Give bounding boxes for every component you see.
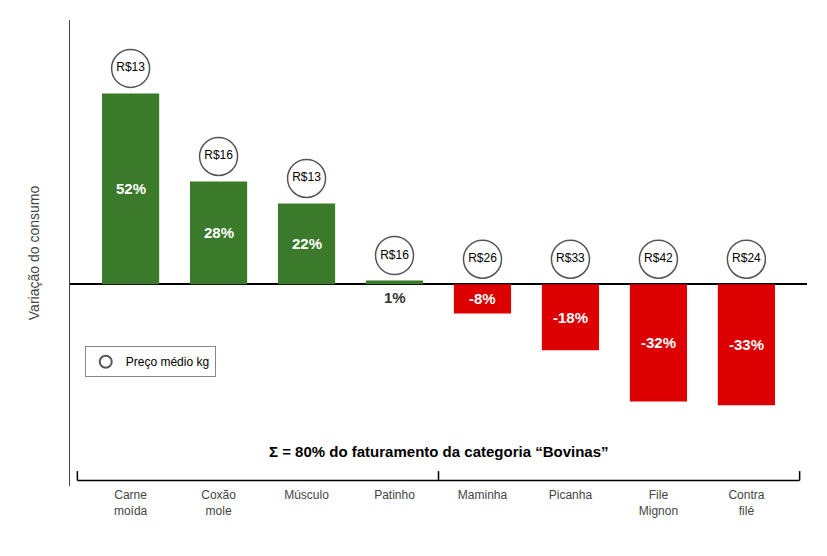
svg-text:R$42: R$42 xyxy=(644,251,673,265)
svg-text:Picanha: Picanha xyxy=(549,488,593,502)
svg-text:22%: 22% xyxy=(292,235,322,252)
svg-text:Contrafilé: Contrafilé xyxy=(728,488,764,518)
svg-text:R$24: R$24 xyxy=(732,251,761,265)
svg-text:-8%: -8% xyxy=(469,290,496,307)
svg-text:Variação do consumo: Variação do consumo xyxy=(26,186,42,321)
svg-text:Carnemoída: Carnemoída xyxy=(114,488,148,518)
svg-text:-33%: -33% xyxy=(729,336,764,353)
svg-text:Coxãomole: Coxãomole xyxy=(201,488,236,518)
svg-text:R$13: R$13 xyxy=(292,170,321,184)
svg-text:Músculo: Músculo xyxy=(284,488,329,502)
svg-text:R$16: R$16 xyxy=(380,248,409,262)
svg-text:28%: 28% xyxy=(204,224,234,241)
svg-text:FileMignon: FileMignon xyxy=(639,488,678,518)
svg-text:R$13: R$13 xyxy=(116,60,145,74)
svg-text:R$16: R$16 xyxy=(204,148,233,162)
svg-text:R$33: R$33 xyxy=(556,251,585,265)
svg-text:Preço médio kg: Preço médio kg xyxy=(126,355,209,369)
svg-text:R$26: R$26 xyxy=(468,251,497,265)
svg-text:52%: 52% xyxy=(116,180,146,197)
svg-text:1%: 1% xyxy=(384,289,406,306)
svg-text:Maminha: Maminha xyxy=(458,488,508,502)
svg-text:-18%: -18% xyxy=(553,309,588,326)
svg-text:Patinho: Patinho xyxy=(374,488,415,502)
svg-text:Σ = 80% do faturamento da cate: Σ = 80% do faturamento da categoria “Bov… xyxy=(269,443,609,460)
svg-text:-32%: -32% xyxy=(641,334,676,351)
